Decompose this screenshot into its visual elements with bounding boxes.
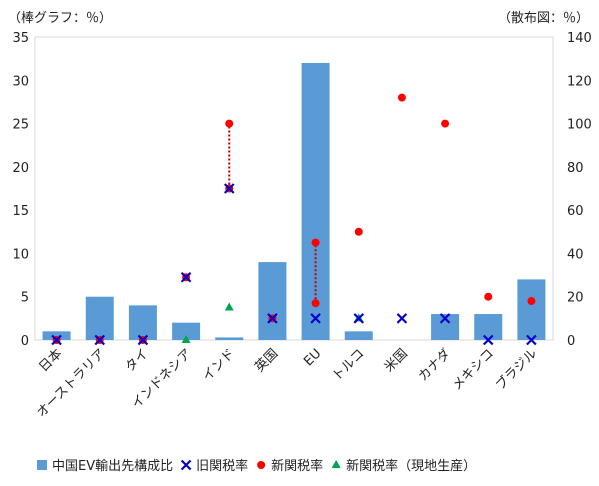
old-tariff-point bbox=[223, 183, 235, 194]
category-label: トルコ bbox=[330, 346, 368, 384]
bar bbox=[85, 296, 114, 340]
old-tariff-point bbox=[353, 313, 365, 324]
bar bbox=[42, 331, 71, 340]
bar bbox=[128, 305, 157, 340]
old-tariff-point bbox=[439, 313, 451, 324]
right-axis-tick-label: 40 bbox=[567, 247, 584, 262]
category-label: ブラジル bbox=[492, 346, 540, 394]
bar bbox=[258, 262, 287, 340]
bar bbox=[344, 331, 373, 340]
left-axis-tick-label: 30 bbox=[12, 74, 29, 89]
plot-area bbox=[34, 36, 554, 341]
old-tariff-point bbox=[482, 334, 494, 346]
category-label: メキシコ bbox=[450, 346, 497, 393]
category-label: カナダ bbox=[416, 346, 454, 384]
new-tariff-point bbox=[354, 227, 363, 236]
category-label: 日本 bbox=[36, 346, 65, 375]
left-axis-tick-label: 0 bbox=[21, 334, 29, 349]
left-axis-tick-label: 5 bbox=[21, 291, 29, 306]
new-tariff-point bbox=[527, 297, 536, 306]
right-axis-tick-label: 120 bbox=[567, 74, 592, 89]
left-axis-tick-label: 10 bbox=[12, 247, 29, 262]
old-tariff-point bbox=[267, 313, 278, 324]
old-tariff-point bbox=[137, 334, 149, 346]
bar bbox=[215, 337, 244, 340]
category-label: インド bbox=[200, 346, 238, 384]
right-axis-tick-label: 80 bbox=[567, 161, 584, 176]
new-tariff-point bbox=[441, 119, 450, 128]
local-production-tariff-point bbox=[224, 302, 234, 311]
new-tariff-point bbox=[225, 119, 234, 128]
left-axis-tick-label: 15 bbox=[12, 204, 29, 219]
category-label: タイ bbox=[123, 346, 152, 375]
legend-label: 新関税率 bbox=[271, 458, 323, 474]
category-label: 米国 bbox=[382, 346, 411, 375]
old-tariff-point bbox=[396, 313, 408, 324]
old-tariff-point bbox=[526, 334, 537, 346]
old-tariff-point bbox=[51, 334, 62, 346]
right-axis-tick-label: 60 bbox=[567, 204, 584, 219]
new-tariff-point bbox=[311, 238, 320, 247]
old-tariff-point bbox=[180, 271, 192, 283]
new-tariff-point bbox=[484, 292, 493, 301]
legend-label: 旧関税率 bbox=[196, 458, 248, 474]
new-tariff-point bbox=[257, 461, 266, 469]
right-axis-unit-label: （散布図：％） bbox=[497, 11, 589, 26]
bar bbox=[172, 322, 201, 340]
right-axis-tick-label: 100 bbox=[567, 118, 592, 133]
left-axis-unit-label: （棒グラフ：％） bbox=[8, 11, 113, 26]
legend-swatch bbox=[37, 460, 47, 470]
left-axis-tick-label: 20 bbox=[12, 161, 29, 176]
old-tariff-point bbox=[310, 313, 321, 324]
local-production-tariff-point bbox=[331, 460, 341, 468]
local-production-tariff-point bbox=[181, 335, 191, 343]
new-tariff-point bbox=[311, 299, 320, 308]
bar bbox=[517, 279, 546, 340]
left-axis-tick-label: 25 bbox=[12, 118, 29, 133]
category-label: EU bbox=[301, 346, 324, 369]
left-axis-tick-label: 35 bbox=[12, 31, 29, 46]
right-axis-tick-label: 140 bbox=[567, 31, 592, 46]
bar bbox=[474, 314, 503, 340]
category-label: 英国 bbox=[252, 346, 281, 375]
new-tariff-point bbox=[397, 93, 406, 102]
legend-label: 新関税率（現地生産） bbox=[346, 458, 476, 474]
legend-label: 中国EV輸出先構成比 bbox=[52, 459, 173, 474]
old-tariff-point bbox=[180, 459, 192, 471]
right-axis-tick-label: 20 bbox=[567, 291, 584, 306]
old-tariff-point bbox=[94, 334, 106, 346]
right-axis-tick-label: 0 bbox=[567, 334, 575, 349]
